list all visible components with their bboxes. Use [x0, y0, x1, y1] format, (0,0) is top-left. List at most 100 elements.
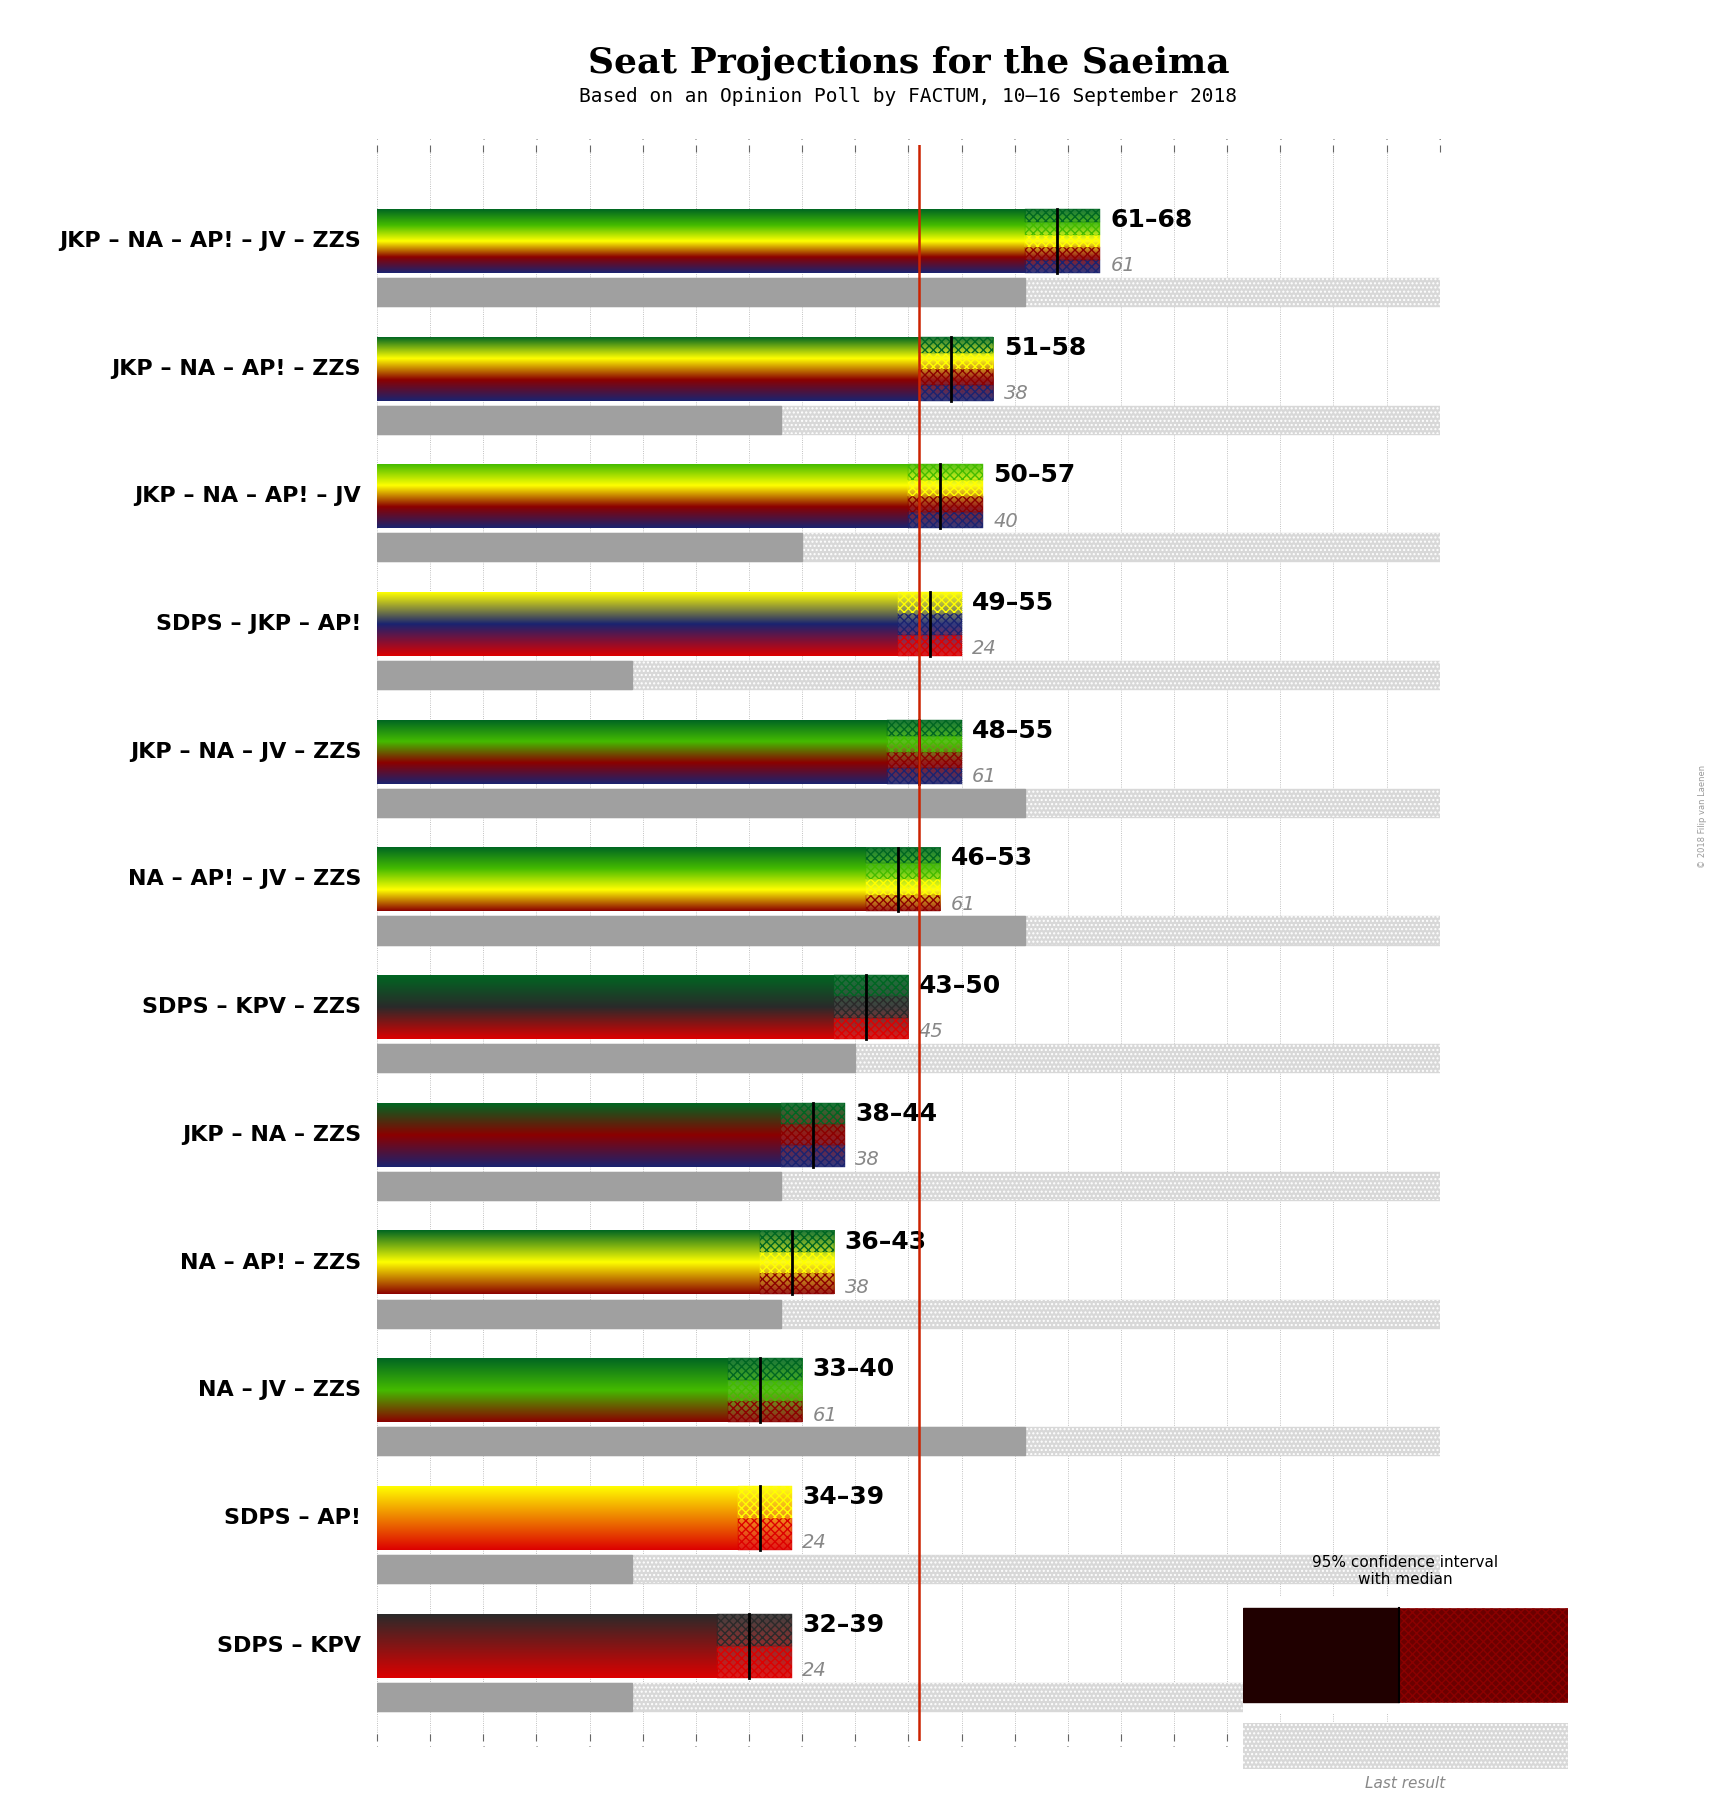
- Bar: [377, 1683, 632, 1711]
- Bar: [908, 512, 982, 528]
- Bar: [377, 1428, 1025, 1455]
- Bar: [1025, 221, 1100, 234]
- Text: 50–57: 50–57: [994, 463, 1076, 488]
- Bar: [1243, 1609, 1399, 1702]
- Bar: [898, 635, 962, 657]
- Bar: [377, 278, 1440, 307]
- Text: 24: 24: [802, 1533, 826, 1553]
- Bar: [1025, 247, 1100, 259]
- Text: 48–55: 48–55: [972, 718, 1054, 742]
- Text: Based on an Opinion Poll by FACTUM, 10–16 September 2018: Based on an Opinion Poll by FACTUM, 10–1…: [579, 87, 1238, 105]
- Text: SDPS – AP!: SDPS – AP!: [225, 1507, 362, 1527]
- Bar: [908, 464, 982, 481]
- Text: 46–53: 46–53: [951, 847, 1034, 871]
- Bar: [866, 880, 941, 896]
- Bar: [728, 1359, 802, 1380]
- Bar: [898, 591, 962, 613]
- Bar: [919, 337, 994, 352]
- Bar: [919, 385, 994, 401]
- Bar: [782, 1145, 845, 1166]
- Bar: [377, 1555, 1440, 1584]
- Text: 51–58: 51–58: [1004, 336, 1087, 359]
- Bar: [759, 1252, 835, 1273]
- Bar: [377, 916, 1025, 945]
- Text: NA – AP! – ZZS: NA – AP! – ZZS: [180, 1252, 362, 1273]
- Bar: [377, 533, 802, 562]
- Bar: [759, 1273, 835, 1295]
- Bar: [377, 406, 1440, 434]
- Bar: [866, 847, 941, 863]
- Bar: [782, 1125, 845, 1145]
- Text: 38: 38: [1004, 385, 1028, 403]
- Bar: [739, 1518, 792, 1549]
- Text: 33–40: 33–40: [812, 1357, 895, 1380]
- Bar: [377, 1683, 1440, 1711]
- Bar: [908, 497, 982, 512]
- Bar: [377, 1299, 782, 1328]
- Bar: [377, 533, 1440, 562]
- Bar: [888, 736, 962, 751]
- Text: Last result: Last result: [1366, 1776, 1445, 1790]
- Text: JKP – NA – ZZS: JKP – NA – ZZS: [182, 1125, 362, 1145]
- Bar: [1025, 234, 1100, 247]
- Bar: [377, 916, 1440, 945]
- Bar: [728, 1380, 802, 1400]
- Bar: [377, 660, 632, 689]
- Text: 38–44: 38–44: [855, 1101, 938, 1126]
- Text: 61: 61: [812, 1406, 838, 1424]
- Bar: [377, 789, 1025, 816]
- Bar: [898, 613, 962, 635]
- Text: JKP – NA – AP! – JV – ZZS: JKP – NA – AP! – JV – ZZS: [60, 230, 362, 250]
- Bar: [782, 1103, 845, 1125]
- Text: 43–50: 43–50: [919, 974, 1001, 998]
- Bar: [377, 660, 1440, 689]
- Text: 34–39: 34–39: [802, 1486, 884, 1509]
- Text: NA – AP! – JV – ZZS: NA – AP! – JV – ZZS: [129, 869, 362, 889]
- Bar: [728, 1400, 802, 1422]
- Bar: [377, 1428, 1440, 1455]
- Bar: [1025, 259, 1100, 272]
- Text: JKP – NA – AP! – JV: JKP – NA – AP! – JV: [134, 486, 362, 506]
- Text: SDPS – KPV: SDPS – KPV: [218, 1636, 362, 1656]
- Bar: [377, 1555, 632, 1584]
- Bar: [377, 1172, 1440, 1201]
- Bar: [1399, 1609, 1568, 1702]
- Bar: [908, 481, 982, 497]
- Bar: [377, 1045, 1440, 1072]
- Bar: [888, 767, 962, 784]
- Text: 61–68: 61–68: [1111, 209, 1193, 232]
- Bar: [866, 863, 941, 880]
- Bar: [739, 1486, 792, 1518]
- Bar: [377, 278, 1025, 307]
- Bar: [377, 660, 1440, 689]
- Bar: [377, 1172, 1440, 1201]
- Text: 49–55: 49–55: [972, 591, 1054, 615]
- Text: JKP – NA – AP! – ZZS: JKP – NA – AP! – ZZS: [111, 359, 362, 379]
- Bar: [377, 789, 1440, 816]
- Bar: [888, 751, 962, 767]
- Bar: [377, 1045, 855, 1072]
- Bar: [377, 406, 782, 434]
- Bar: [377, 278, 1440, 307]
- Bar: [716, 1614, 792, 1645]
- Text: 38: 38: [855, 1150, 879, 1170]
- Text: 32–39: 32–39: [802, 1613, 884, 1636]
- Bar: [919, 352, 994, 368]
- Bar: [866, 896, 941, 911]
- Text: 24: 24: [802, 1662, 826, 1680]
- Text: © 2018 Filip van Laenen: © 2018 Filip van Laenen: [1697, 766, 1707, 867]
- Bar: [1025, 209, 1100, 221]
- Bar: [377, 1428, 1440, 1455]
- Bar: [377, 1172, 782, 1201]
- Bar: [377, 406, 1440, 434]
- Text: SDPS – JKP – AP!: SDPS – JKP – AP!: [156, 613, 362, 635]
- Text: 61: 61: [972, 767, 998, 785]
- Bar: [919, 368, 994, 385]
- Text: 38: 38: [845, 1277, 869, 1297]
- Text: Seat Projections for the Saeima: Seat Projections for the Saeima: [588, 45, 1229, 80]
- Text: 45: 45: [919, 1023, 944, 1041]
- Text: NA – JV – ZZS: NA – JV – ZZS: [199, 1380, 362, 1400]
- Text: SDPS – KPV – ZZS: SDPS – KPV – ZZS: [142, 998, 362, 1018]
- Bar: [377, 1555, 1440, 1584]
- Text: 61: 61: [951, 894, 975, 914]
